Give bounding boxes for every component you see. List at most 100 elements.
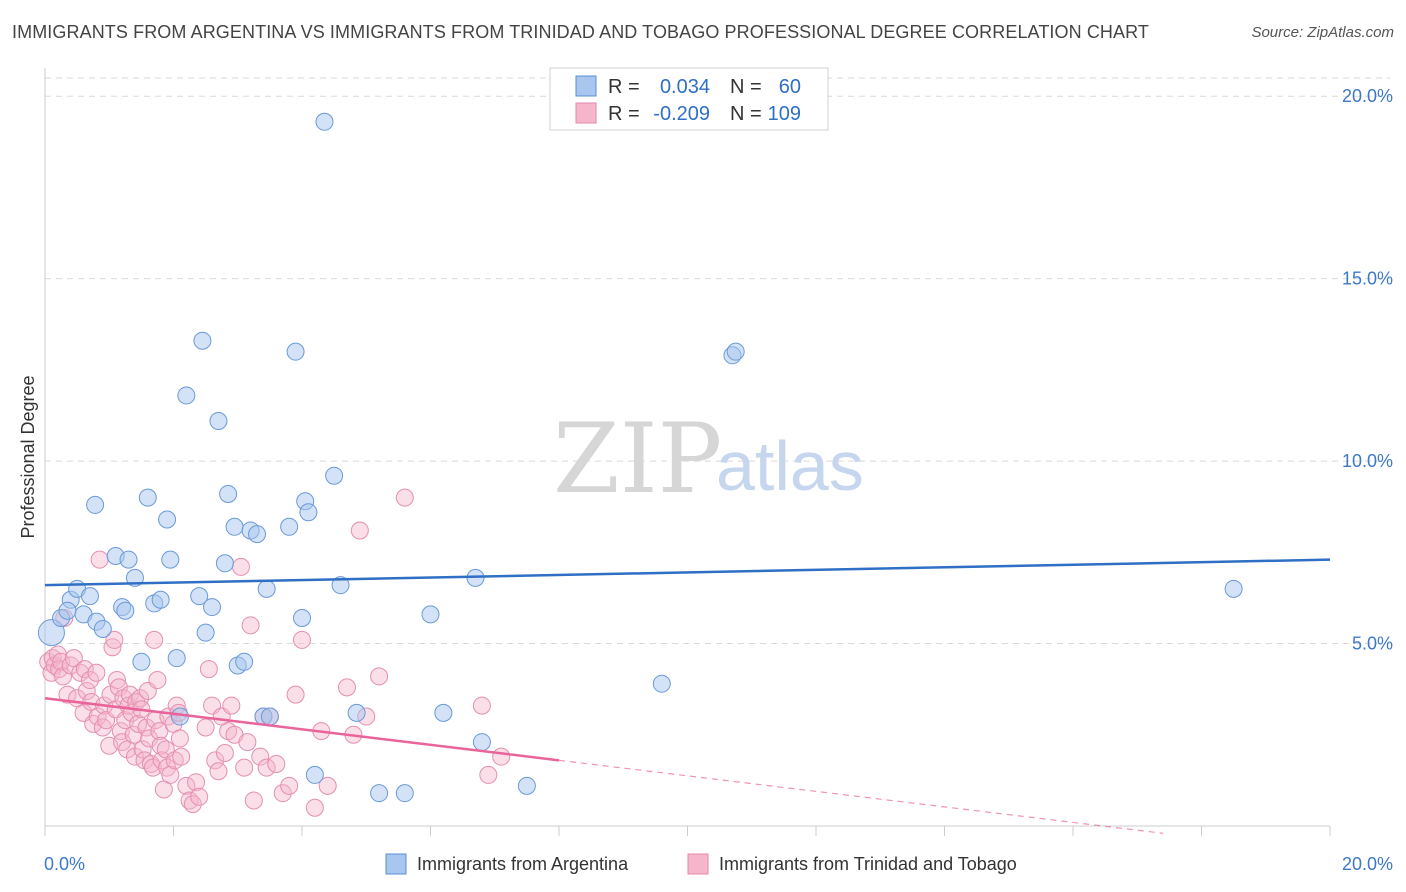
watermark-zip: ZIP	[553, 403, 722, 515]
argentina-point	[305, 765, 324, 784]
legend-swatch-trinidad	[575, 102, 597, 124]
trinidad-point	[80, 671, 99, 690]
argentina-point	[652, 674, 671, 693]
trend-lines	[44, 558, 1331, 834]
trinidad-point	[206, 751, 225, 770]
trinidad-point	[151, 736, 170, 755]
trinidad-point	[231, 557, 250, 576]
trinidad-point	[145, 630, 164, 649]
bottom-legend-swatch-argentina	[385, 853, 407, 875]
trinidad-point	[222, 696, 241, 715]
y-tick-label: 10.0%	[1342, 451, 1393, 471]
argentina-point	[293, 609, 311, 628]
legend-n-value-trinidad: 109	[768, 103, 801, 125]
trinidad-point	[183, 795, 202, 814]
trinidad-point	[337, 678, 356, 697]
trinidad-trend-line	[44, 697, 560, 762]
argentina-point	[215, 554, 234, 573]
trinidad-point	[318, 776, 337, 795]
trinidad-point	[370, 667, 389, 686]
argentina-point	[158, 510, 177, 529]
argentina-point	[248, 525, 267, 544]
argentina-point	[472, 733, 491, 752]
bottom-legend-label-trinidad: Immigrants from Trinidad and Tobago	[719, 854, 1017, 874]
argentina-point	[434, 703, 453, 722]
y-tick-labels: 5.0% 10.0% 15.0% 20.0%	[1342, 86, 1393, 653]
trinidad-point	[125, 747, 144, 766]
y-tick-label: 15.0%	[1342, 269, 1393, 289]
argentina-point	[132, 652, 151, 671]
trinidad-point	[235, 758, 254, 777]
argentina-point	[177, 386, 196, 405]
trinidad-point	[196, 718, 215, 737]
argentina-point	[80, 587, 99, 606]
bottom-legend-label-argentina: Immigrants from Argentina	[417, 854, 629, 874]
argentina-point	[315, 112, 334, 131]
trinidad-point	[305, 798, 324, 817]
trinidad-point	[105, 630, 124, 649]
legend-r-value-trinidad: -0.209	[653, 103, 710, 125]
chart-title: IMMIGRANTS FROM ARGENTINA VS IMMIGRANTS …	[12, 22, 1150, 42]
y-tick-label: 20.0%	[1342, 86, 1393, 106]
trinidad-point	[286, 685, 305, 704]
trinidad-point	[120, 685, 139, 704]
trinidad-point	[244, 791, 263, 810]
trinidad-point	[273, 784, 292, 803]
legend-n-value-argentina: 60	[779, 76, 801, 98]
trinidad-point	[161, 765, 180, 784]
argentina-point	[58, 601, 77, 620]
series-trinidad-points	[39, 488, 511, 817]
y-tick-label: 5.0%	[1352, 634, 1393, 654]
watermark: ZIP atlas	[553, 403, 864, 515]
trinidad-point	[109, 678, 128, 697]
x-tick-labels: 0.0% 20.0%	[44, 854, 1393, 874]
argentina-point	[193, 331, 212, 350]
argentina-point	[116, 601, 135, 620]
argentina-point	[161, 550, 180, 569]
argentina-point	[517, 776, 536, 795]
trinidad-point	[87, 663, 106, 682]
trinidad-point	[199, 660, 218, 679]
trinidad-point	[251, 747, 270, 766]
trinidad-point	[186, 773, 205, 792]
argentina-point	[167, 649, 186, 668]
argentina-point	[347, 703, 366, 722]
argentina-trend-line	[44, 558, 1331, 587]
trinidad-point	[172, 747, 191, 766]
bottom-legend: Immigrants from Argentina Immigrants fro…	[385, 853, 1017, 875]
trinidad-trend-line-extension	[558, 759, 1164, 834]
trinidad-point	[492, 747, 511, 766]
argentina-point	[726, 342, 745, 361]
trinidad-point	[140, 729, 159, 748]
argentina-point	[203, 598, 222, 617]
trinidad-point	[177, 776, 196, 795]
argentina-point	[138, 488, 157, 507]
legend-r-label-trinidad: R =	[608, 103, 640, 125]
grid-lines	[45, 77, 1390, 645]
legend-n-label-argentina: N =	[730, 76, 762, 98]
legend-swatch-argentina	[575, 75, 597, 97]
trinidad-point	[150, 722, 169, 741]
argentina-point	[325, 466, 344, 485]
argentina-point	[209, 411, 228, 430]
trinidad-point	[77, 681, 96, 700]
trinidad-point	[215, 744, 234, 763]
bottom-legend-swatch-trinidad	[687, 853, 709, 875]
trinidad-point	[143, 758, 162, 777]
argentina-point	[151, 590, 170, 609]
argentina-point	[257, 579, 276, 598]
trinidad-point	[133, 740, 152, 759]
trinidad-point	[148, 671, 167, 690]
trinidad-point	[293, 630, 311, 649]
x-tick-label-max: 20.0%	[1342, 854, 1393, 874]
argentina-point	[260, 707, 279, 726]
series-argentina-points	[37, 112, 1243, 803]
trinidad-point	[75, 660, 94, 679]
argentina-point	[395, 784, 414, 803]
trinidad-point	[58, 685, 77, 704]
source-label: Source: ZipAtlas.com	[1251, 24, 1394, 41]
trinidad-point	[190, 787, 209, 806]
trinidad-point	[107, 671, 126, 690]
trinidad-point	[479, 765, 498, 784]
